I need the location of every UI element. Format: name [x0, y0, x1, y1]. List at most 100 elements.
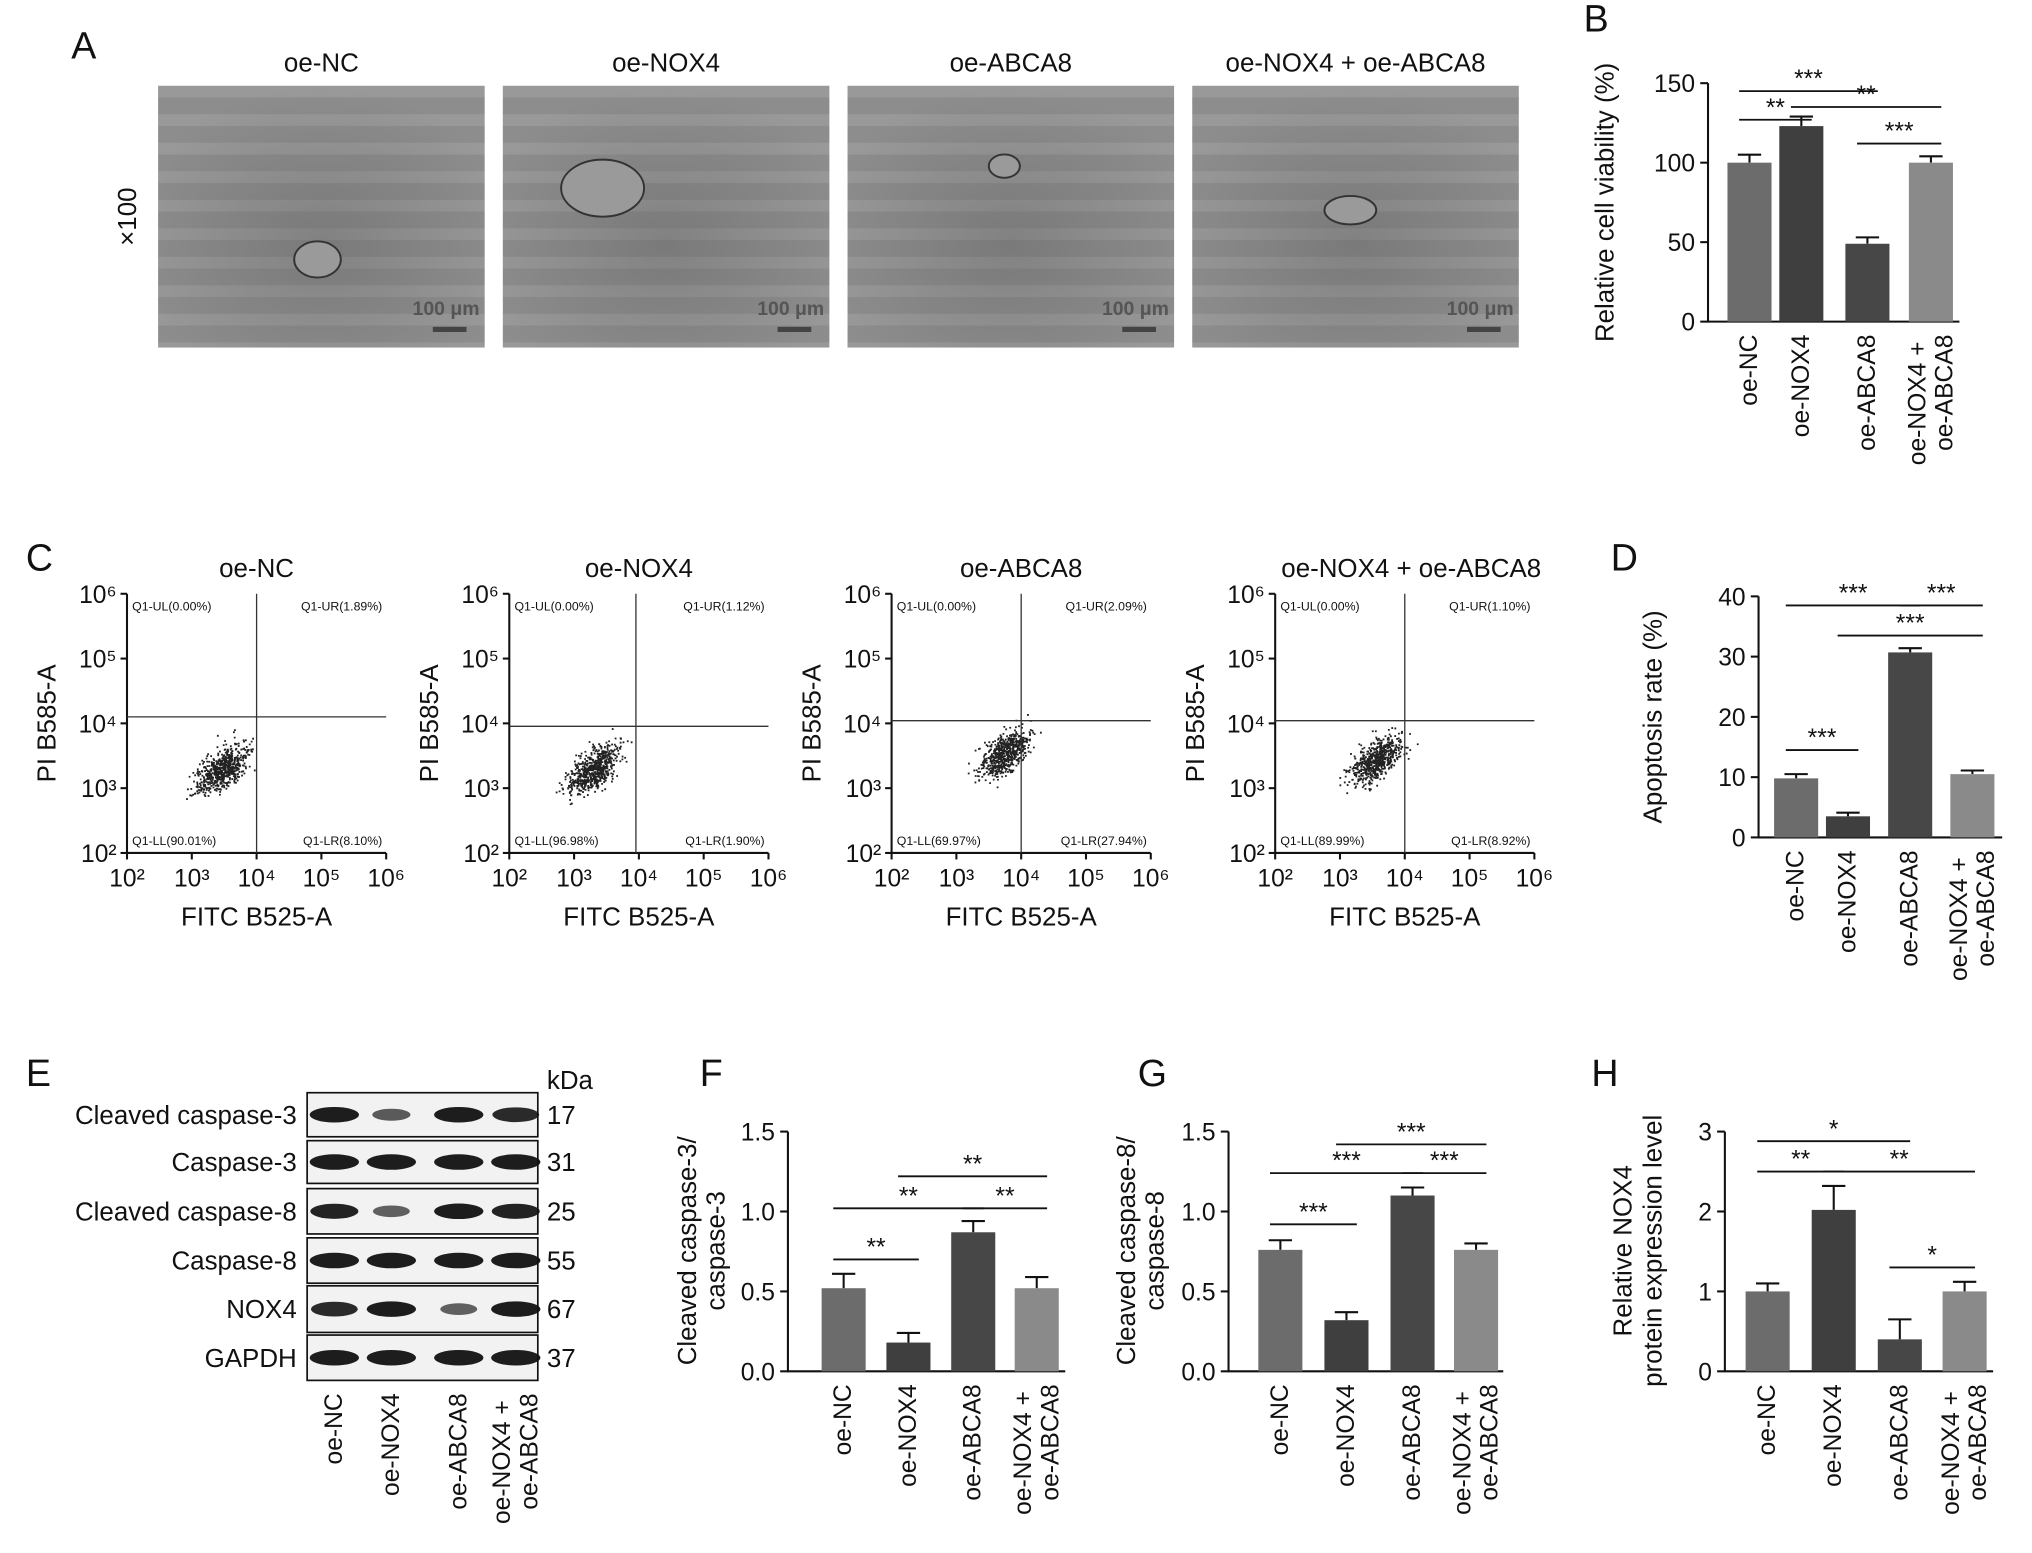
x-tick-label: oe-NC — [1754, 1384, 1781, 1455]
cell-cluster — [987, 153, 1021, 179]
x-tick-label: oe-ABCA8 — [1886, 1384, 1913, 1500]
x-tick-label: 10⁶ — [1516, 866, 1554, 893]
cell-cluster — [560, 158, 646, 218]
blot-row-label: NOX4 — [226, 1296, 297, 1324]
significance-label: *** — [1332, 1148, 1361, 1175]
image-title: oe-NC — [284, 50, 359, 78]
x-tick-label: oe-NOX4 — [1333, 1384, 1360, 1487]
quadrant-label: Q1-UR(1.89%) — [301, 600, 382, 614]
bar — [1950, 774, 1995, 838]
x-tick-label: oe-NOX4 — [1788, 335, 1815, 438]
significance-label: *** — [1808, 725, 1837, 752]
bar — [1454, 1249, 1499, 1372]
x-tick-label: oe-NC — [830, 1384, 857, 1455]
panel-label: C — [26, 536, 53, 578]
panel-label: B — [1584, 0, 1609, 39]
x-tick-label: oe-ABCA8 — [1897, 850, 1924, 966]
band — [309, 1252, 359, 1269]
y-tick-label: 3 — [1698, 1120, 1712, 1147]
x-tick-label: 10⁴ — [1386, 866, 1424, 893]
x-tick-label: oe-NOX4 — [1820, 1384, 1847, 1487]
band — [434, 1106, 484, 1123]
y-tick-label: 10² — [846, 841, 882, 868]
y-tick-label: 0 — [1681, 310, 1695, 337]
x-tick-label: 10⁶ — [750, 866, 788, 893]
band — [366, 1252, 416, 1269]
y-tick-label: 100 — [1654, 151, 1695, 178]
band — [309, 1349, 359, 1366]
y-axis-label: caspase-8 — [1142, 1191, 1170, 1311]
y-tick-label: 1.0 — [741, 1200, 775, 1227]
blot-row-label: GAPDH — [205, 1345, 297, 1373]
event-dots — [1339, 727, 1419, 795]
y-tick-label: 10⁴ — [1227, 711, 1265, 738]
x-tick-label: 10⁶ — [1132, 866, 1170, 893]
band — [434, 1203, 484, 1220]
band — [372, 1205, 410, 1218]
quadrant-label: Q1-UL(0.00%) — [897, 600, 976, 614]
band — [309, 1154, 359, 1170]
bar — [1774, 778, 1819, 838]
flow-title: oe-ABCA8 — [960, 555, 1082, 583]
panel-label: E — [26, 1052, 51, 1094]
x-tick-label: 10³ — [174, 866, 210, 893]
y-tick-label: 0.0 — [741, 1359, 775, 1386]
lane-label: oe-NOX4 — [378, 1393, 405, 1496]
x-tick-label: oe-NOX4 + oe-ABCA8 — [1904, 335, 1958, 466]
y-tick-label: 10⁴ — [79, 711, 117, 738]
y-tick-label: 10² — [81, 841, 117, 868]
y-tick-label: 30 — [1718, 645, 1745, 672]
bar — [1779, 126, 1824, 322]
y-tick-label: 50 — [1668, 230, 1695, 257]
significance-label: *** — [1794, 66, 1823, 93]
kda-title: kDa — [547, 1067, 594, 1095]
scale-bar-label: 100 μm — [413, 298, 480, 320]
y-tick-label: 1 — [1698, 1279, 1712, 1306]
quadrant-label: Q1-LR(1.90%) — [685, 834, 764, 848]
band — [491, 1203, 540, 1219]
band — [491, 1154, 541, 1170]
y-tick-label: 10³ — [81, 776, 117, 803]
lane-label: oe-ABCA8 — [445, 1393, 472, 1509]
x-tick-label: oe-NOX4 — [1834, 850, 1861, 953]
y-tick-label: 10³ — [846, 776, 882, 803]
significance-label: ** — [899, 1183, 919, 1210]
y-axis-label: PI B585-A — [34, 664, 62, 783]
flow-title: oe-NOX4 — [585, 555, 693, 583]
quadrant-label: Q1-LR(8.10%) — [303, 834, 382, 848]
lane-label: oe-NOX4 + oe-ABCA8 — [489, 1393, 543, 1524]
significance-label: *** — [1839, 581, 1868, 608]
significance-label: ** — [1766, 95, 1786, 122]
x-tick-label: oe-NOX4 — [895, 1384, 922, 1487]
bar — [1845, 243, 1890, 322]
y-tick-label: 0.5 — [1181, 1279, 1215, 1306]
bar — [1825, 816, 1871, 838]
quadrant-label: Q1-UR(1.10%) — [1449, 600, 1530, 614]
x-tick-label: oe-ABCA8 — [1854, 335, 1881, 451]
y-tick-label: 1.0 — [1181, 1200, 1215, 1227]
kda-value: 67 — [547, 1296, 576, 1324]
y-tick-label: 10 — [1718, 765, 1745, 792]
magnification: ×100 — [114, 187, 142, 245]
y-tick-label: 1.5 — [1181, 1120, 1215, 1147]
band — [366, 1154, 416, 1170]
event-dots — [186, 729, 256, 800]
significance-label: *** — [1927, 581, 1956, 608]
quadrant-label: Q1-LL(96.98%) — [514, 834, 598, 848]
scale-bar — [777, 326, 812, 332]
x-tick-label: oe-NC — [1736, 335, 1763, 406]
flow-title: oe-NOX4 + oe-ABCA8 — [1281, 555, 1541, 583]
significance-label: ** — [866, 1235, 886, 1262]
scale-bar — [1122, 326, 1156, 332]
bar — [1014, 1288, 1059, 1372]
x-axis-label: FITC B525-A — [1329, 904, 1481, 932]
x-tick-label: 10² — [492, 866, 528, 893]
y-axis-label: PI B585-A — [798, 664, 826, 783]
band — [440, 1303, 478, 1315]
x-tick-label: oe-NOX4 + oe-ABCA8 — [1010, 1384, 1064, 1515]
bar — [1908, 162, 1953, 322]
scale-bar-label: 100 μm — [1447, 298, 1514, 320]
x-tick-label: 10³ — [939, 866, 975, 893]
y-axis-label: Apoptosis rate (%) — [1639, 610, 1667, 823]
